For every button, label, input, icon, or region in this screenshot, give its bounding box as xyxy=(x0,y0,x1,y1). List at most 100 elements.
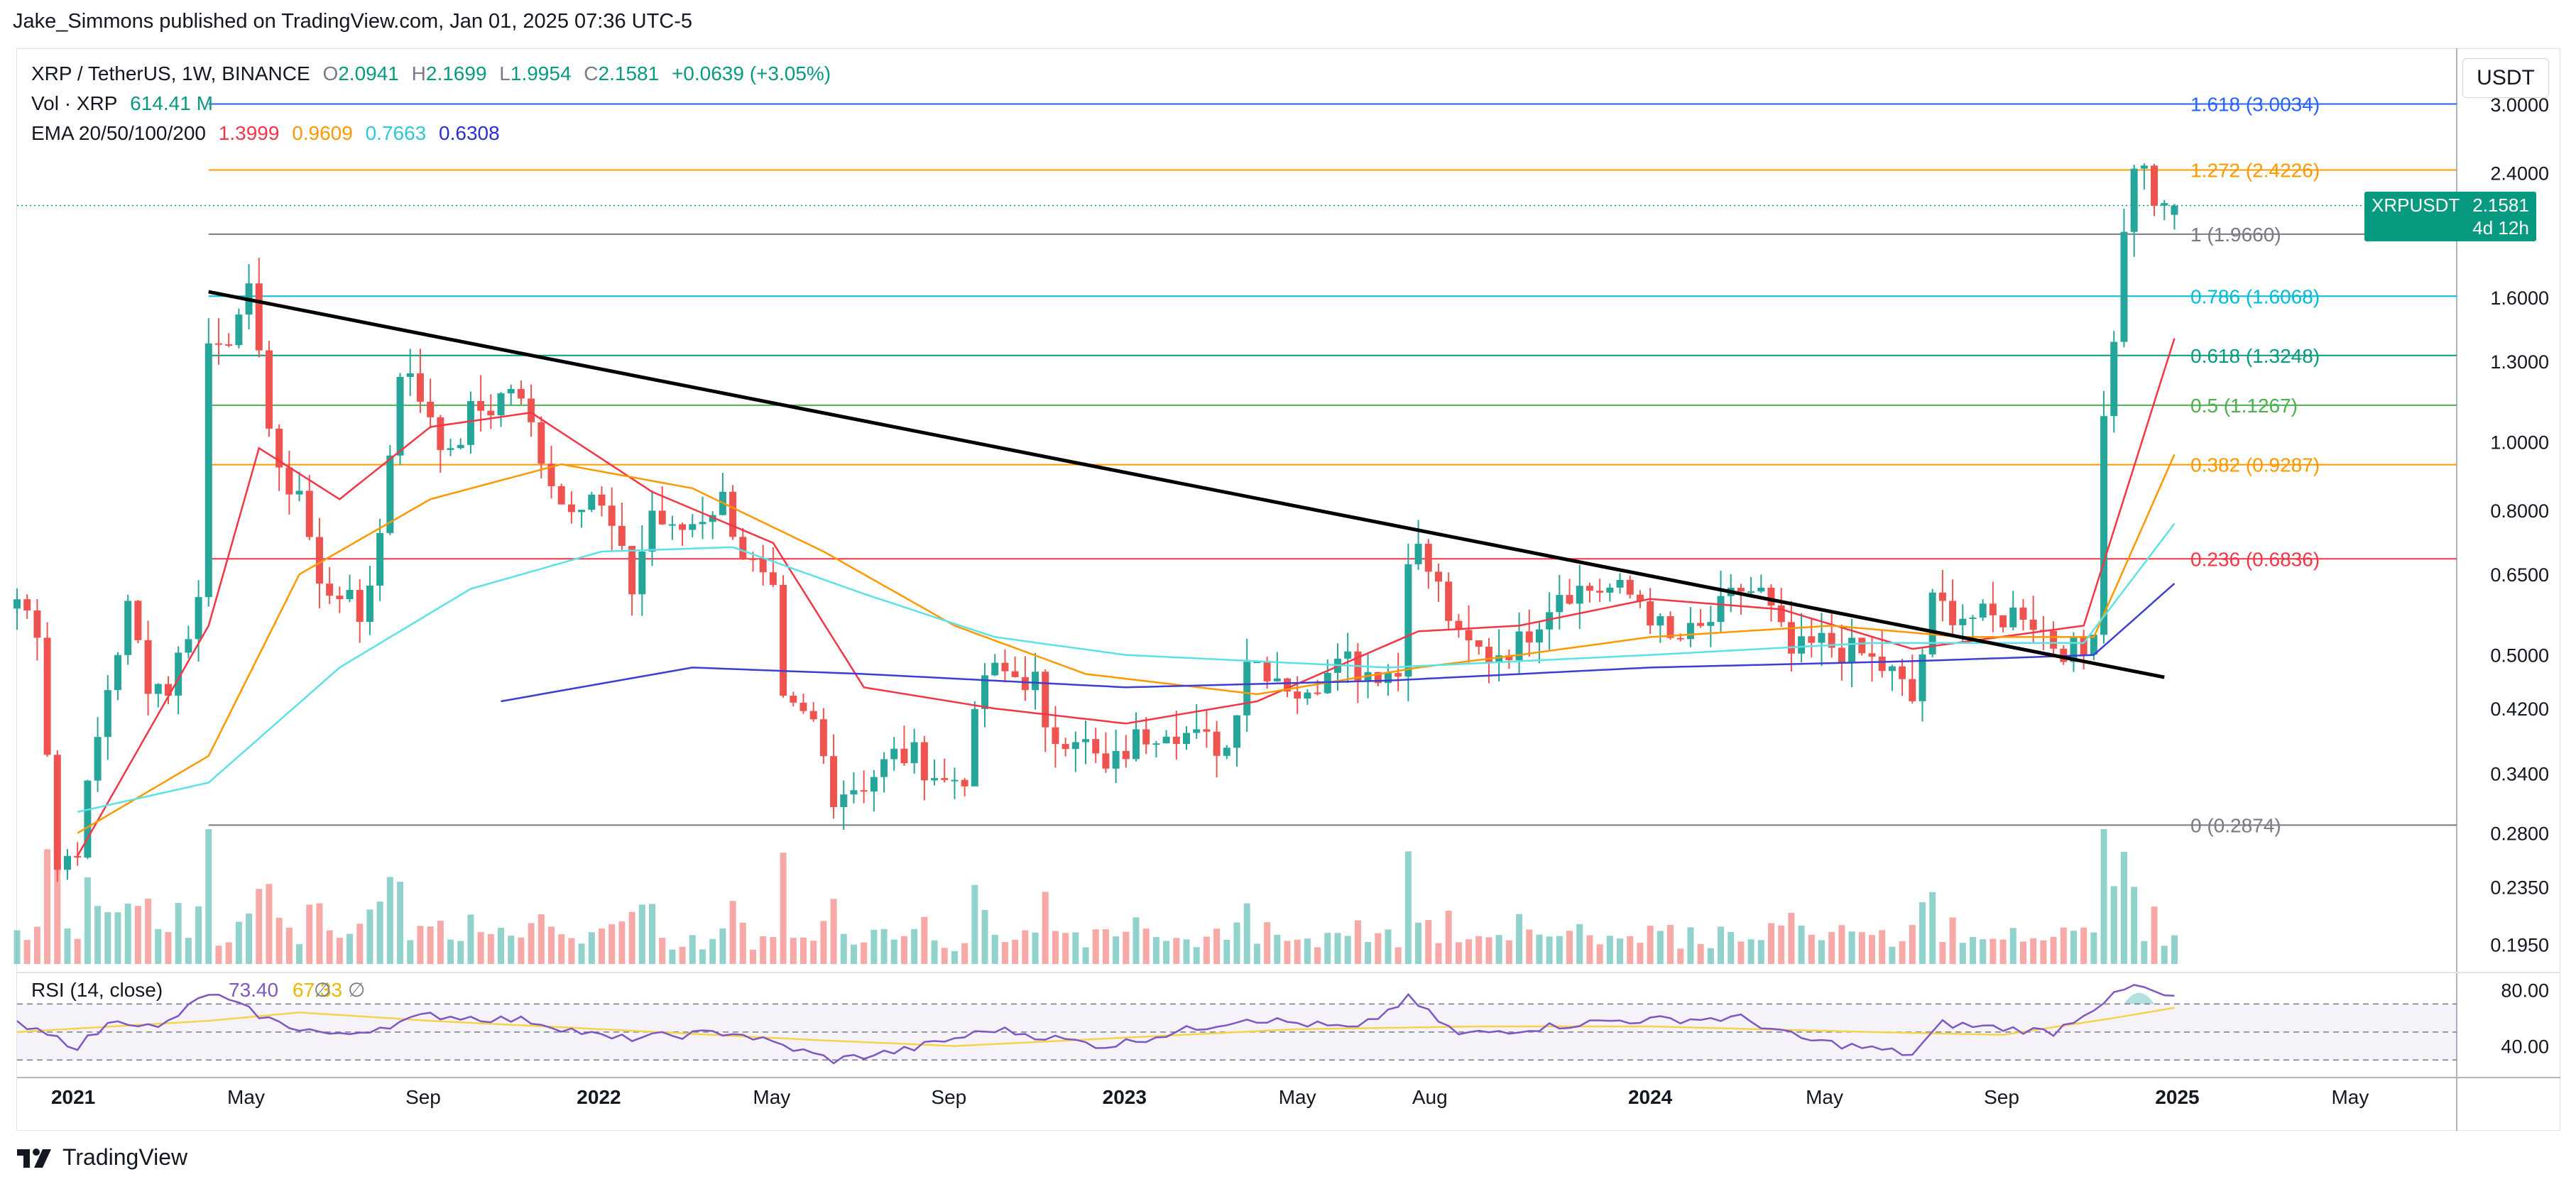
volume-bar xyxy=(760,936,767,964)
candle-body xyxy=(447,448,454,450)
volume-bar xyxy=(225,942,232,964)
legend-volume-label[interactable]: Vol · XRP xyxy=(31,92,118,114)
candle-body xyxy=(1636,594,1644,602)
legend-change: +0.0639 (+3.05%) xyxy=(671,62,831,84)
candle-body xyxy=(1142,729,1150,745)
volume-bar xyxy=(1889,946,1896,964)
volume-bar xyxy=(1365,942,1372,964)
volume-bar xyxy=(1999,939,2007,964)
candle-body xyxy=(2019,607,2027,620)
price-tick-label: 1.3000 xyxy=(2490,351,2549,373)
volume-bar xyxy=(1778,925,1785,964)
volume-bar xyxy=(1516,914,1523,964)
candle-body xyxy=(315,537,323,584)
volume-bar xyxy=(1768,923,1775,964)
candle-body xyxy=(23,599,31,610)
volume-bar xyxy=(1001,942,1008,964)
volume-bar xyxy=(1495,935,1502,964)
volume-bar xyxy=(1576,924,1583,964)
tradingview-logo[interactable]: TradingView xyxy=(16,1144,187,1171)
volume-bar xyxy=(1274,934,1281,964)
fib-level-label: 0.786 (1.6068) xyxy=(2190,285,2320,307)
volume-bar xyxy=(861,942,868,964)
volume-bar xyxy=(1798,925,1805,964)
volume-bar xyxy=(1858,932,1865,964)
volume-bar xyxy=(1294,939,1301,964)
time-tick-label: Sep xyxy=(931,1086,966,1108)
time-tick-label: Sep xyxy=(405,1086,441,1108)
volume-bar xyxy=(719,928,726,964)
volume-bar xyxy=(770,937,777,964)
candle-body xyxy=(941,778,949,780)
volume-bar xyxy=(880,928,888,964)
volume-bar xyxy=(2070,931,2077,964)
volume-bar xyxy=(780,853,787,964)
volume-bar xyxy=(1848,931,1855,964)
legend-high-label: H xyxy=(411,62,426,84)
candle-body xyxy=(981,675,989,709)
candle-body xyxy=(1798,636,1806,654)
volume-bar xyxy=(1728,931,1735,964)
candle-body xyxy=(1001,662,1009,672)
volume-bar xyxy=(246,913,253,964)
volume-bar xyxy=(2100,829,2107,964)
candle-body xyxy=(1404,564,1412,677)
volume-bar xyxy=(316,903,323,964)
volume-bar xyxy=(356,924,364,964)
candle-body xyxy=(185,639,192,653)
volume-bar xyxy=(1042,892,1049,964)
candle-body xyxy=(366,586,373,622)
candle-body xyxy=(63,855,71,870)
volume-bar xyxy=(911,928,918,964)
volume-bar xyxy=(124,903,131,964)
volume-bar xyxy=(1142,928,1150,964)
volume-bar xyxy=(1990,938,1997,964)
volume-bar xyxy=(114,912,121,964)
volume-bar xyxy=(608,924,616,964)
legend-high: 2.1699 xyxy=(425,62,487,84)
volume-bar xyxy=(2141,941,2148,964)
candle-body xyxy=(2029,620,2037,630)
volume-bar xyxy=(2151,906,2158,964)
candle-body xyxy=(1395,673,1402,677)
volume-bar xyxy=(2131,887,2138,964)
time-tick-label: May xyxy=(2331,1086,2369,1108)
volume-bar xyxy=(1284,941,1291,964)
candle-body xyxy=(1374,672,1382,684)
volume-bar xyxy=(941,948,948,964)
volume-bar xyxy=(1536,934,1543,964)
fib-level-label: 1 (1.9660) xyxy=(2190,224,2281,246)
candle-body xyxy=(1586,586,1593,591)
candle-body xyxy=(971,708,978,787)
candle-body xyxy=(2161,203,2168,206)
legend-ohlc: XRP / TetherUS, 1W, BINANCE O2.0941 H2.1… xyxy=(31,62,838,85)
volume-bar xyxy=(1455,942,1462,964)
candle-body xyxy=(2050,630,2058,649)
volume-bar xyxy=(1314,947,1321,964)
candle-body xyxy=(1888,666,1896,672)
candle-body xyxy=(2080,637,2087,655)
legend-ema-label[interactable]: EMA 20/50/100/200 xyxy=(31,122,206,144)
candle-body xyxy=(1979,603,1987,618)
currency-button[interactable]: USDT xyxy=(2462,58,2549,98)
volume-bar xyxy=(558,934,565,964)
volume-bar xyxy=(568,938,575,964)
candle-body xyxy=(759,559,767,573)
candle-body xyxy=(1919,654,1926,701)
volume-bar xyxy=(407,940,414,964)
volume-bar xyxy=(1072,932,1079,964)
candle-body xyxy=(386,455,394,533)
candle-body xyxy=(2171,205,2178,215)
candle-body xyxy=(920,742,928,781)
volume-bar xyxy=(13,930,21,964)
candle-body xyxy=(497,393,505,416)
volume-bar xyxy=(1919,902,1926,964)
candle-body xyxy=(134,601,142,640)
volume-bar xyxy=(1213,928,1221,964)
candle-body xyxy=(2151,165,2159,206)
candle-body xyxy=(2090,635,2097,655)
candle-body xyxy=(214,343,222,345)
volume-bar xyxy=(467,914,474,964)
legend-symbol[interactable]: XRP / TetherUS, 1W, BINANCE xyxy=(31,62,310,84)
